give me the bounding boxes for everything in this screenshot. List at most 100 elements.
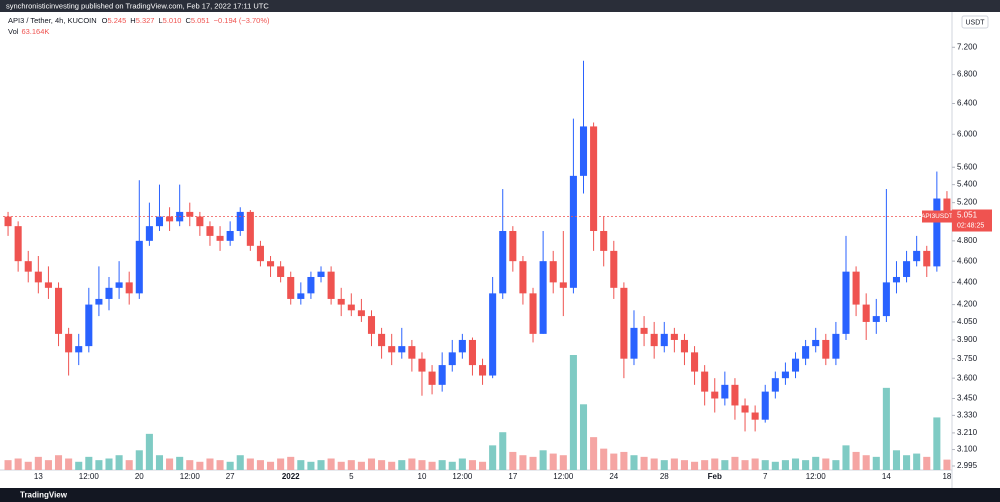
x-tick-label: 12:00 (553, 472, 574, 481)
volume-bar (347, 460, 355, 470)
candle-body (44, 282, 52, 288)
candle-body (660, 333, 668, 347)
y-tick-label: 5.600 (957, 162, 978, 171)
volume-bar (34, 456, 42, 470)
volume-bar (933, 417, 941, 470)
volume-bar (660, 460, 668, 470)
candle-body (468, 339, 476, 366)
candle-body (246, 211, 254, 246)
currency-label[interactable]: USDT (965, 19, 985, 26)
volume-bar (125, 460, 133, 470)
y-tick-label: 6.000 (957, 129, 978, 138)
volume-bar (670, 458, 678, 470)
legend-volume-value: 63.164K (21, 27, 49, 36)
candle-body (438, 365, 446, 385)
x-tick-label: 10 (418, 472, 427, 481)
y-tick-label: 2.995 (957, 461, 978, 470)
currency-box[interactable] (961, 15, 989, 29)
candle-body (125, 282, 133, 294)
candle-body (206, 226, 214, 236)
candle-body (186, 211, 194, 217)
candle-body (277, 266, 285, 277)
volume-bar (620, 451, 628, 470)
last-price-label: 5.051 (957, 211, 978, 220)
candle-body (458, 339, 466, 353)
volume-bar (943, 459, 951, 470)
volume-bar (468, 460, 476, 470)
header-bar (0, 0, 1000, 12)
candle-body (226, 230, 234, 241)
y-tick-label: 3.900 (957, 335, 978, 344)
candle-body (4, 216, 12, 227)
candle-body (267, 261, 275, 267)
volume-bar (287, 456, 295, 470)
volume-bar (327, 458, 335, 470)
volume-bar (398, 460, 406, 470)
candle-body (620, 287, 628, 359)
volume-bar (317, 460, 325, 470)
candle-body (650, 333, 658, 347)
volume-bar (95, 460, 103, 470)
volume-bar (923, 456, 931, 470)
symbol-label: API3USDT (921, 213, 953, 220)
volume-bar (196, 461, 204, 470)
volume-bar (145, 433, 153, 470)
x-tick-label: 17 (508, 472, 517, 481)
candle-body (145, 226, 153, 241)
volume-bar (428, 461, 436, 470)
candle-body (287, 276, 295, 299)
candle-body (539, 261, 547, 334)
volume-bar (216, 460, 224, 470)
volume-bar (691, 461, 699, 470)
volume-bar (640, 456, 648, 470)
candle-body (479, 365, 487, 376)
y-tick-label: 3.210 (957, 428, 978, 437)
last-price-box (952, 209, 992, 232)
x-tick-label: 5 (349, 472, 354, 481)
legend-volume-name: Vol (8, 27, 19, 36)
header-text: synchronisticinvesting published on Trad… (6, 1, 269, 10)
candle-body (872, 316, 880, 322)
y-tick-label: 4.800 (957, 236, 978, 245)
candle-body (357, 310, 365, 317)
y-tick-label: 3.600 (957, 373, 978, 382)
y-tick-label: 6.800 (957, 70, 978, 79)
candle-body (731, 384, 739, 406)
y-tick-label: 5.400 (957, 180, 978, 189)
legend-volume: Vol 63.164K (8, 27, 49, 36)
candle-body (54, 287, 63, 334)
footer-brand[interactable]: TradingView (20, 491, 68, 500)
volume-layer (4, 355, 951, 470)
candle-body (903, 261, 911, 277)
candle-body (499, 230, 507, 294)
volume-bar (852, 451, 860, 470)
candle-body (85, 304, 93, 347)
candle-body (367, 316, 376, 334)
y-tick-label: 4.200 (957, 300, 978, 309)
candle-body (24, 261, 32, 272)
volume-bar (75, 461, 83, 470)
candle-body (14, 226, 22, 262)
volume-bar (277, 458, 285, 470)
candle-body (236, 211, 244, 231)
volume-bar (549, 453, 557, 470)
volume-bar (408, 458, 416, 470)
volume-bar (166, 458, 174, 470)
volume-bar (802, 460, 810, 470)
y-tick-label: 7.200 (957, 42, 978, 51)
candle-body (105, 287, 113, 299)
x-tick-label: 27 (226, 472, 235, 481)
candle-body (509, 230, 517, 262)
candle-body (882, 282, 890, 317)
candle-body (832, 333, 840, 359)
volume-bar (438, 460, 446, 470)
x-tick-label: 13 (34, 472, 43, 481)
volume-bar (862, 455, 870, 470)
candle-body (630, 327, 638, 359)
y-tick-label: 6.400 (957, 99, 978, 108)
candle-body (95, 298, 103, 305)
volume-bar (711, 458, 719, 470)
volume-bar (307, 461, 315, 470)
volume-bar (812, 456, 820, 470)
